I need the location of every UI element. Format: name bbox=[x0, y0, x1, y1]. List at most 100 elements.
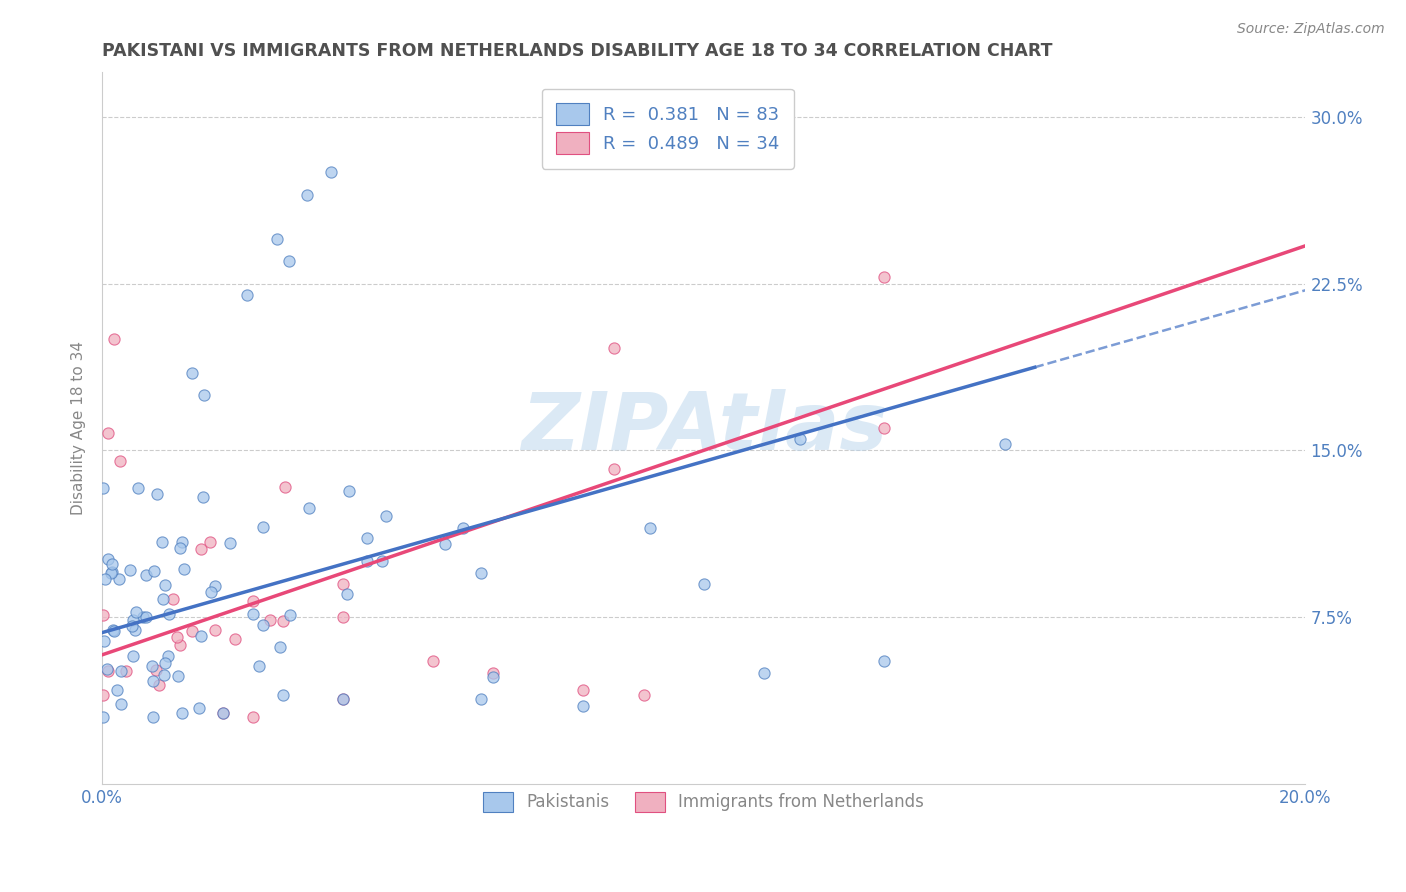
Point bbox=[752, 665, 775, 680]
Point bbox=[193, 388, 215, 402]
Point bbox=[422, 655, 444, 669]
Point bbox=[135, 610, 157, 624]
Point bbox=[482, 670, 505, 684]
Point bbox=[252, 618, 274, 632]
Point bbox=[434, 536, 457, 550]
Point bbox=[332, 610, 354, 624]
Point bbox=[103, 332, 125, 346]
Point bbox=[204, 579, 226, 593]
Point bbox=[374, 509, 396, 524]
Point bbox=[153, 577, 176, 591]
Point bbox=[172, 534, 194, 549]
Point bbox=[141, 659, 163, 673]
Point bbox=[110, 454, 132, 468]
Point bbox=[356, 531, 378, 545]
Point bbox=[451, 521, 474, 535]
Point bbox=[100, 558, 122, 572]
Point bbox=[190, 629, 212, 643]
Point bbox=[93, 634, 115, 648]
Point bbox=[271, 615, 294, 629]
Point bbox=[96, 662, 118, 676]
Point bbox=[252, 520, 274, 534]
Point bbox=[157, 648, 180, 663]
Point bbox=[200, 584, 222, 599]
Point bbox=[789, 432, 811, 446]
Point bbox=[602, 461, 624, 475]
Text: Source: ZipAtlas.com: Source: ZipAtlas.com bbox=[1237, 22, 1385, 37]
Point bbox=[145, 487, 167, 501]
Point bbox=[187, 701, 209, 715]
Point bbox=[162, 592, 184, 607]
Point bbox=[332, 692, 354, 706]
Point bbox=[103, 624, 125, 639]
Point bbox=[110, 664, 132, 678]
Point bbox=[110, 697, 132, 711]
Point bbox=[269, 640, 291, 654]
Point bbox=[259, 613, 281, 627]
Point bbox=[166, 630, 188, 644]
Point bbox=[277, 254, 299, 268]
Point bbox=[242, 607, 264, 621]
Point bbox=[337, 483, 360, 498]
Point bbox=[638, 521, 661, 535]
Point bbox=[157, 607, 180, 621]
Point bbox=[994, 436, 1017, 450]
Point bbox=[211, 706, 233, 720]
Point bbox=[266, 232, 288, 246]
Point bbox=[181, 624, 204, 639]
Point bbox=[142, 673, 165, 688]
Point bbox=[235, 287, 257, 301]
Point bbox=[121, 648, 143, 663]
Point bbox=[91, 710, 114, 724]
Point bbox=[105, 683, 128, 698]
Point bbox=[370, 554, 392, 568]
Point bbox=[219, 536, 242, 550]
Point bbox=[572, 683, 595, 698]
Point bbox=[94, 572, 117, 586]
Point bbox=[166, 669, 188, 683]
Point bbox=[181, 366, 204, 380]
Point bbox=[172, 706, 194, 720]
Point bbox=[145, 663, 167, 677]
Point bbox=[873, 270, 896, 285]
Point bbox=[153, 668, 176, 682]
Point bbox=[298, 500, 321, 515]
Point bbox=[150, 534, 173, 549]
Point bbox=[148, 678, 170, 692]
Point bbox=[278, 607, 301, 622]
Point bbox=[153, 657, 176, 671]
Point bbox=[127, 481, 149, 495]
Point bbox=[482, 665, 505, 680]
Point bbox=[356, 554, 378, 568]
Point bbox=[336, 586, 359, 600]
Point bbox=[873, 421, 896, 435]
Point bbox=[470, 566, 492, 580]
Point bbox=[152, 592, 174, 607]
Point bbox=[124, 605, 146, 619]
Point bbox=[224, 632, 246, 647]
Point bbox=[242, 593, 264, 607]
Text: ZIPAtlas: ZIPAtlas bbox=[520, 389, 887, 467]
Point bbox=[211, 706, 233, 720]
Point bbox=[169, 638, 191, 652]
Point bbox=[693, 576, 716, 591]
Legend: Pakistanis, Immigrants from Netherlands: Pakistanis, Immigrants from Netherlands bbox=[470, 778, 938, 825]
Point bbox=[173, 562, 195, 576]
Point bbox=[873, 655, 896, 669]
Point bbox=[633, 688, 655, 702]
Point bbox=[97, 552, 120, 566]
Point bbox=[190, 542, 212, 557]
Point bbox=[247, 659, 270, 673]
Point bbox=[572, 698, 595, 713]
Y-axis label: Disability Age 18 to 34: Disability Age 18 to 34 bbox=[72, 341, 86, 515]
Point bbox=[97, 664, 120, 678]
Point bbox=[332, 577, 354, 591]
Point bbox=[103, 623, 125, 637]
Point bbox=[97, 425, 120, 440]
Point bbox=[242, 710, 264, 724]
Point bbox=[91, 688, 114, 702]
Point bbox=[135, 567, 157, 582]
Point bbox=[142, 564, 165, 578]
Point bbox=[271, 688, 294, 702]
Point bbox=[274, 480, 297, 494]
